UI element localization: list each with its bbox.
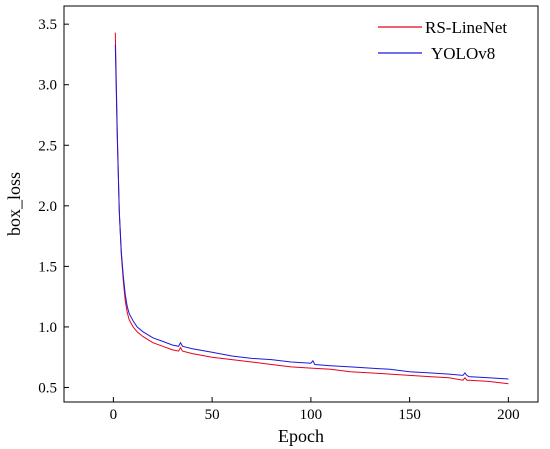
x-tick-label: 50 [205,407,220,423]
y-tick-label: 1.5 [38,259,57,275]
y-tick-label: 3.5 [38,17,57,33]
x-tick-label: 100 [300,407,323,423]
axis-ticks: 0 50 100 150 200 0.5 1.0 1.5 2.0 2.5 3.0 3.5 [38,17,519,423]
x-axis-title: Epoch [278,426,324,446]
y-tick-label: 1.0 [38,320,57,336]
y-tick-label: 0.5 [38,380,57,396]
y-tick-label: 2.0 [38,199,57,215]
y-tick-label: 2.5 [38,138,57,154]
x-tick-label: 150 [398,407,421,423]
series-line-rs-linenet [114,32,509,385]
series-line-yolov8 [114,44,509,380]
x-tick-label: 0 [110,407,118,423]
legend: RS-LineNet YOLOv8 [378,18,507,63]
x-tick-label: 200 [497,407,520,423]
y-tick-label: 3.0 [38,78,57,94]
plot-frame [63,5,539,403]
legend-label-yolov8: YOLOv8 [431,44,495,63]
legend-label-rs-linenet: RS-LineNet [425,18,507,37]
y-axis-title: box_loss [4,172,24,236]
series-lines [114,32,509,385]
